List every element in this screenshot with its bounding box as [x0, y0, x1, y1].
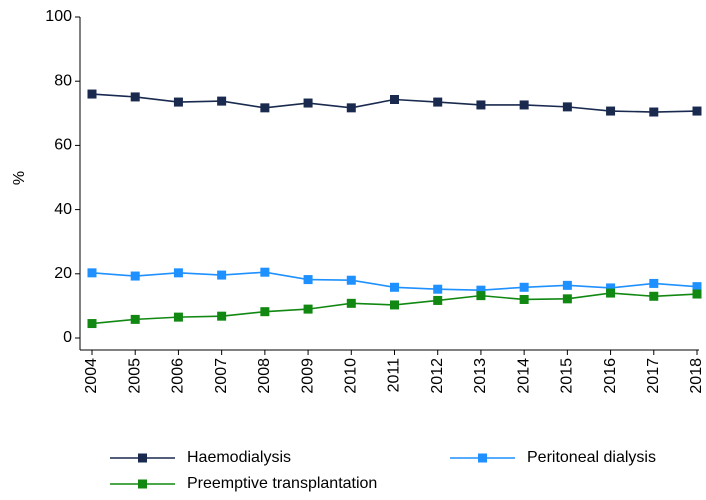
data-point: [173, 97, 183, 107]
data-point: [390, 94, 399, 104]
data-point: [346, 103, 356, 113]
data-point: [519, 294, 529, 304]
legend-label: Preemptive transplantation: [187, 475, 377, 492]
x-tick-label: 2005: [126, 358, 143, 394]
data-point: [303, 275, 313, 285]
data-point: [476, 100, 486, 110]
data-point: [217, 270, 227, 280]
data-point: [87, 89, 97, 99]
legend-marker: [138, 479, 147, 489]
x-tick-label: 2017: [645, 358, 662, 394]
data-point: [260, 267, 270, 277]
data-point: [433, 284, 443, 294]
data-point: [87, 268, 97, 278]
data-point: [476, 285, 486, 295]
data-point: [217, 96, 227, 106]
legend-marker: [478, 453, 487, 463]
data-point: [433, 97, 443, 107]
legend-label: Peritoneal dialysis: [527, 449, 656, 466]
data-point: [606, 106, 616, 116]
y-tick-label: 20: [54, 265, 72, 282]
data-point: [649, 291, 659, 301]
data-point: [390, 282, 399, 292]
x-tick-label: 2018: [688, 358, 705, 394]
data-point: [519, 282, 529, 292]
data-point: [562, 102, 572, 112]
data-point: [173, 268, 183, 278]
data-point: [260, 307, 270, 317]
data-point: [130, 271, 140, 281]
data-point: [346, 298, 356, 308]
data-point: [692, 282, 702, 292]
data-point: [606, 283, 616, 293]
x-tick-label: 2004: [83, 358, 100, 394]
data-point: [433, 295, 443, 305]
x-tick-label: 2014: [515, 358, 532, 394]
data-point: [606, 288, 616, 298]
data-point: [217, 311, 227, 321]
legend-label: Haemodialysis: [187, 449, 291, 466]
x-tick-label: 2011: [386, 358, 403, 393]
data-point: [260, 103, 270, 113]
y-tick-label: 0: [63, 329, 72, 346]
y-tick-label: 40: [54, 201, 72, 218]
data-point: [692, 289, 702, 299]
y-tick-label: 60: [54, 137, 72, 154]
data-point: [173, 312, 183, 322]
x-tick-label: 2006: [170, 358, 187, 394]
y-tick-label: 100: [45, 8, 72, 25]
data-point: [692, 106, 702, 116]
data-point: [649, 107, 659, 117]
data-point: [649, 278, 659, 288]
data-point: [130, 314, 140, 324]
x-tick-label: 2013: [472, 358, 489, 394]
x-tick-label: 2007: [213, 358, 230, 394]
x-tick-label: 2015: [559, 358, 576, 394]
x-tick-label: 2009: [299, 358, 316, 394]
data-point: [562, 280, 572, 290]
x-tick-label: 2008: [256, 358, 273, 394]
legend-marker: [138, 453, 147, 463]
x-tick-label: 2010: [343, 358, 360, 394]
data-point: [562, 294, 572, 304]
data-point: [519, 100, 529, 110]
data-point: [346, 275, 356, 285]
y-axis-label: %: [11, 171, 28, 185]
x-tick-label: 2016: [602, 358, 619, 394]
y-tick-label: 80: [54, 72, 72, 89]
x-tick-label: 2012: [429, 358, 446, 394]
data-point: [87, 319, 97, 329]
data-point: [303, 98, 313, 108]
data-point: [303, 304, 313, 314]
data-point: [476, 291, 486, 301]
data-point: [390, 300, 399, 310]
data-point: [130, 92, 140, 102]
